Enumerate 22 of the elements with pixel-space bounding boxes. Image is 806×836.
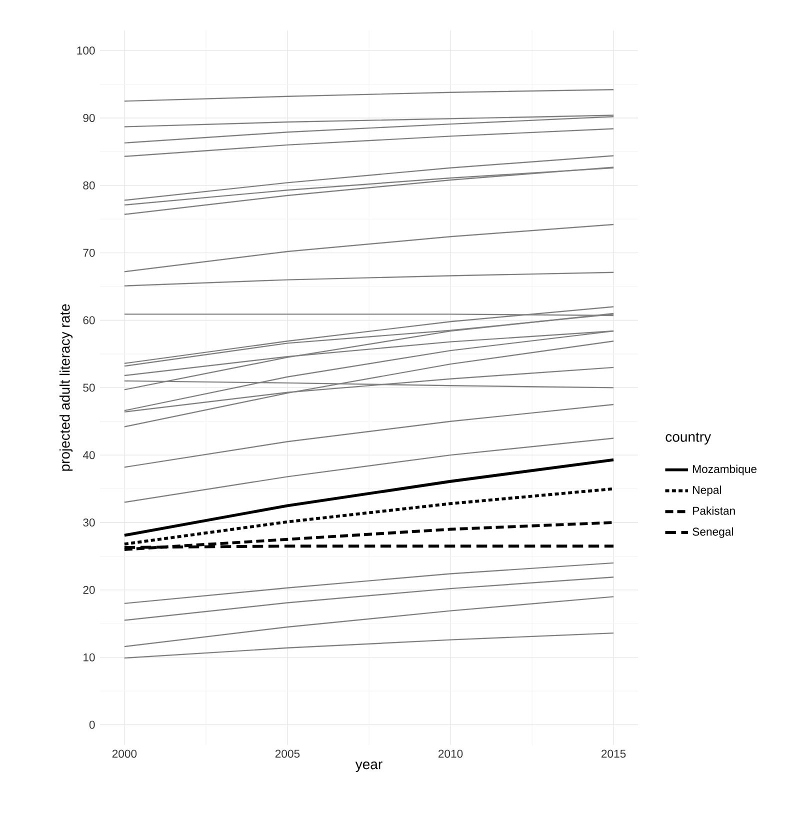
x-axis-title: year bbox=[355, 762, 382, 772]
y-tick-label: 70 bbox=[83, 248, 95, 257]
y-tick-label: 30 bbox=[83, 518, 95, 527]
y-tick-label: 80 bbox=[83, 181, 95, 190]
y-tick-label: 40 bbox=[82, 451, 95, 460]
y-tick-label: 0 bbox=[89, 720, 95, 729]
legend-label: Mozambique bbox=[693, 464, 756, 476]
y-tick-label: 100 bbox=[77, 46, 95, 55]
y-tick-label: 60 bbox=[83, 316, 95, 324]
legend-label: Nepal bbox=[693, 486, 721, 496]
legend-label: Senegal bbox=[692, 527, 733, 538]
y-tick-label: 10 bbox=[84, 653, 95, 662]
x-tick-label: 2005 bbox=[275, 750, 300, 758]
y-tick-label: 50 bbox=[83, 384, 95, 392]
legend-title: country bbox=[666, 432, 712, 445]
y-axis-title: projected adult literacy rate bbox=[60, 304, 73, 471]
y-tick-label: 90 bbox=[83, 114, 95, 122]
x-tick-label: 2000 bbox=[112, 750, 137, 758]
x-tick-label: 2015 bbox=[602, 750, 626, 758]
x-tick-label: 2010 bbox=[438, 750, 463, 758]
legend-label: Pakistan bbox=[693, 506, 735, 515]
y-tick-label: 20 bbox=[83, 586, 95, 594]
